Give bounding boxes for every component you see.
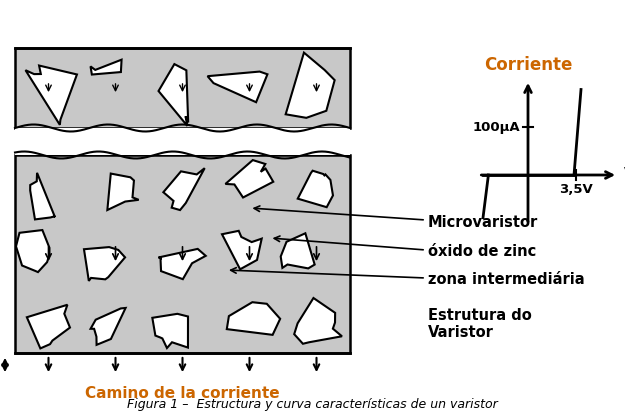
Text: óxido de zinc: óxido de zinc	[428, 244, 536, 259]
Text: 100μA: 100μA	[472, 121, 520, 133]
Polygon shape	[91, 60, 122, 75]
Polygon shape	[281, 233, 314, 269]
Polygon shape	[84, 247, 125, 281]
Polygon shape	[298, 171, 333, 207]
Text: 3,5V: 3,5V	[559, 183, 593, 196]
Bar	[15, 128, 350, 155]
Text: Figura 1 –  Estructura y curva características de un varistor: Figura 1 – Estructura y curva caracterís…	[127, 398, 498, 411]
Text: Microvaristor: Microvaristor	[428, 214, 538, 229]
Polygon shape	[163, 168, 204, 210]
Polygon shape	[152, 314, 188, 348]
Text: zona intermediária: zona intermediária	[428, 272, 584, 287]
Polygon shape	[227, 302, 280, 335]
Bar	[15, 48, 350, 128]
Text: Estrutura do
Varistor: Estrutura do Varistor	[428, 308, 532, 340]
Bar	[15, 155, 350, 353]
Text: Corriente: Corriente	[484, 56, 572, 74]
Polygon shape	[294, 298, 342, 344]
Polygon shape	[26, 65, 77, 125]
Polygon shape	[159, 249, 206, 279]
Text: V: V	[624, 166, 625, 184]
Text: Camino de la corriente: Camino de la corriente	[85, 385, 280, 400]
Polygon shape	[208, 72, 268, 102]
Polygon shape	[27, 305, 70, 349]
Polygon shape	[222, 231, 262, 269]
Polygon shape	[91, 308, 126, 345]
Polygon shape	[226, 160, 273, 198]
Polygon shape	[159, 64, 188, 126]
Polygon shape	[16, 230, 49, 272]
Polygon shape	[286, 53, 334, 118]
Polygon shape	[30, 173, 55, 219]
Polygon shape	[107, 173, 139, 210]
